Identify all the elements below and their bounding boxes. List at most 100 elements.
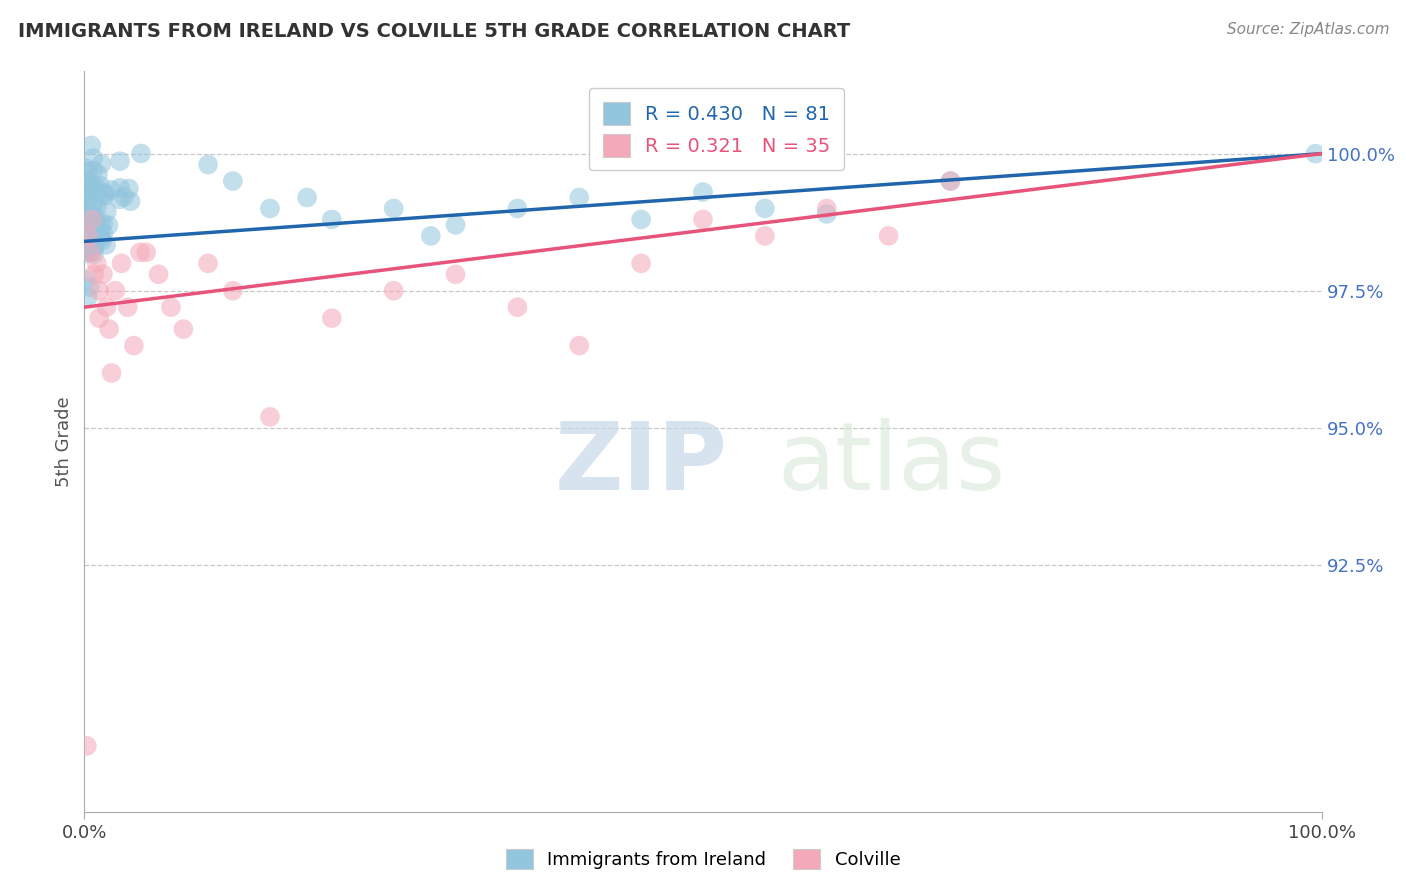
Point [129, 245, 152, 260]
Point [93, 227, 115, 241]
Point [939, 174, 962, 188]
Point [630, 256, 652, 270]
Point [104, 284, 127, 298]
Text: IMMIGRANTS FROM IRELAND VS COLVILLE 5TH GRADE CORRELATION CHART: IMMIGRANTS FROM IRELAND VS COLVILLE 5TH … [18, 22, 851, 41]
Point [568, 190, 591, 204]
Point [82, 213, 104, 227]
Point [77, 244, 100, 259]
Point [75, 273, 97, 287]
Point [91, 267, 114, 281]
Point [83, 218, 105, 232]
Point [80, 212, 103, 227]
Point [444, 218, 467, 232]
Point [91, 217, 114, 231]
Point [79, 280, 101, 294]
Point [100, 183, 122, 197]
Point [321, 212, 343, 227]
Point [259, 409, 281, 424]
Point [86, 220, 108, 235]
Point [75, 246, 97, 260]
Point [877, 228, 900, 243]
Point [197, 158, 219, 172]
Point [89, 227, 111, 241]
Point [80, 244, 103, 259]
Point [1305, 146, 1327, 161]
Point [197, 256, 219, 270]
Point [82, 219, 104, 233]
Point [77, 223, 100, 237]
Point [382, 202, 405, 216]
Point [87, 167, 110, 181]
Point [80, 138, 103, 153]
Point [692, 212, 714, 227]
Text: Source: ZipAtlas.com: Source: ZipAtlas.com [1226, 22, 1389, 37]
Point [108, 181, 131, 195]
Point [82, 210, 104, 224]
Point [222, 174, 245, 188]
Point [135, 245, 157, 260]
Point [80, 240, 103, 254]
Point [75, 173, 97, 187]
Point [84, 219, 107, 233]
Point [82, 163, 104, 178]
Point [76, 739, 98, 753]
Point [630, 212, 652, 227]
Point [75, 202, 97, 217]
Point [91, 186, 114, 200]
Point [120, 194, 142, 209]
Point [84, 210, 107, 224]
Point [506, 300, 529, 314]
Point [419, 228, 441, 243]
Point [76, 165, 98, 179]
Point [84, 186, 107, 200]
Point [129, 146, 152, 161]
Legend: R = 0.430   N = 81, R = 0.321   N = 35: R = 0.430 N = 81, R = 0.321 N = 35 [589, 88, 844, 170]
Point [80, 189, 103, 203]
Point [815, 202, 838, 216]
Point [89, 284, 111, 298]
Point [89, 311, 111, 326]
Point [91, 234, 114, 248]
Point [321, 311, 343, 326]
Point [98, 322, 121, 336]
Point [94, 186, 117, 201]
Point [76, 186, 98, 200]
Text: atlas: atlas [778, 417, 1005, 509]
Point [148, 267, 170, 281]
Point [112, 190, 135, 204]
Point [295, 190, 318, 204]
Point [77, 228, 100, 243]
Point [754, 228, 776, 243]
Point [90, 229, 112, 244]
Point [89, 178, 111, 193]
Point [815, 207, 838, 221]
Text: ZIP: ZIP [554, 417, 727, 509]
Legend: Immigrants from Ireland, Colville: Immigrants from Ireland, Colville [496, 839, 910, 879]
Point [86, 256, 108, 270]
Point [692, 185, 714, 199]
Point [80, 175, 103, 189]
Point [160, 300, 183, 314]
Point [83, 194, 105, 209]
Point [76, 205, 98, 219]
Point [259, 202, 281, 216]
Point [77, 214, 100, 228]
Point [82, 242, 104, 256]
Point [82, 200, 104, 214]
Point [118, 181, 141, 195]
Point [83, 247, 105, 261]
Point [83, 239, 105, 253]
Point [93, 189, 115, 203]
Point [506, 202, 529, 216]
Point [83, 267, 105, 281]
Point [96, 300, 118, 314]
Point [222, 284, 245, 298]
Point [79, 179, 101, 194]
Point [94, 238, 117, 252]
Point [90, 219, 112, 234]
Point [82, 214, 104, 228]
Point [90, 157, 112, 171]
Point [117, 300, 139, 314]
Point [96, 204, 118, 219]
Point [939, 174, 962, 188]
